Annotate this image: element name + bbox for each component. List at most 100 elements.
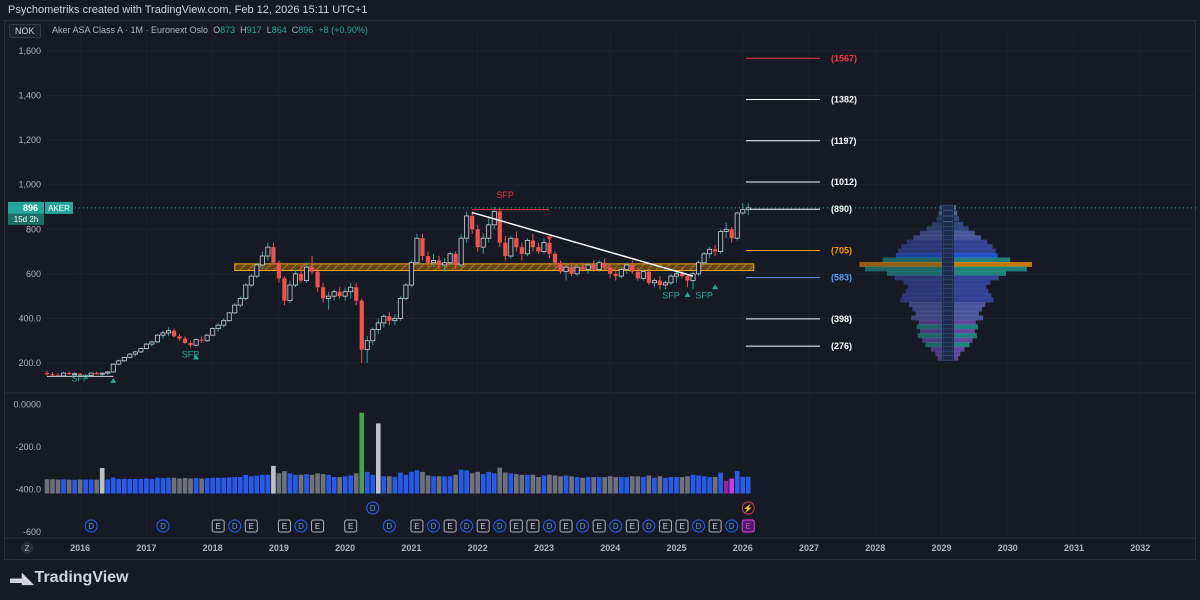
dividend-marker-label: D (729, 522, 735, 531)
price-tick-label: 1,600 (18, 46, 41, 56)
candle-body (237, 297, 243, 306)
profile-bar-left (939, 205, 942, 211)
last-price-value: 896 (23, 203, 38, 213)
volume-bar (409, 471, 414, 494)
level-label: (890) (831, 204, 852, 214)
time-tick-label: 2029 (932, 543, 952, 553)
candle-body (331, 291, 337, 297)
dividend-marker-label: D (232, 522, 238, 531)
countdown-badge (8, 213, 44, 225)
volume-bar (265, 474, 271, 494)
candle-body (375, 322, 381, 331)
event-markers: D D E D E E D E E D D E D E D E D E E D E D E D E D E E D E D E ⚡ (84, 501, 755, 533)
dividend-marker (542, 519, 556, 533)
level-label: (583) (831, 273, 852, 283)
profile-bar-left (916, 324, 942, 330)
last-price-label: 896 15d 2h AKER (8, 201, 73, 225)
candle-body (536, 247, 541, 252)
candle-body (177, 336, 182, 339)
volume-bar (348, 475, 354, 494)
candle-body (618, 269, 624, 277)
dividend-marker-label: D (386, 522, 392, 531)
candle-body (563, 266, 569, 273)
volume-bar (558, 476, 563, 494)
profile-bar-right (954, 248, 996, 254)
candle-body (359, 300, 364, 350)
profile-bar-right (954, 333, 977, 339)
candle-body (309, 267, 315, 272)
volume-bars (44, 412, 751, 494)
chart-credit: Psychometriks created with TradingView.c… (8, 4, 368, 16)
level-label: (1567) (831, 53, 857, 63)
candle-body (673, 273, 679, 277)
volume-bar (359, 412, 365, 494)
profile-bar-left (915, 311, 942, 316)
sfp-label: SFP (695, 290, 713, 300)
candle-body (61, 372, 67, 377)
profile-bar-left (865, 266, 942, 272)
level-label: (705) (831, 245, 852, 255)
profile-bar-left (935, 351, 942, 357)
close-label: C (291, 25, 299, 35)
earnings-marker-label: E (481, 522, 486, 531)
volume-bar (646, 475, 652, 494)
volume-bar (254, 475, 260, 494)
grid (4, 32, 1196, 536)
volume-bar (475, 471, 481, 494)
volume-bar (50, 479, 55, 494)
candle-body (248, 275, 254, 286)
candle-body (210, 328, 216, 336)
chart-frame[interactable] (4, 20, 1196, 560)
candle-body (259, 255, 265, 266)
candle-body (165, 330, 171, 334)
earnings-marker (277, 519, 291, 533)
candle-body (668, 275, 674, 284)
earnings-marker-label: E (315, 522, 320, 531)
volume-bar (674, 477, 679, 494)
candle-body (94, 373, 99, 375)
candle-body (287, 284, 293, 302)
earnings-marker (509, 519, 523, 533)
volume-bar (635, 476, 641, 494)
earnings-marker-label: E (679, 522, 684, 531)
dividend-marker-label: D (580, 522, 586, 531)
volume-bar (375, 423, 381, 494)
volume-bar (442, 476, 447, 494)
profile-bar-right (954, 230, 975, 236)
sfp-label: SFP (71, 373, 89, 383)
earnings-marker (559, 519, 573, 533)
level-label: (1382) (831, 95, 857, 105)
z-button-bg (21, 542, 33, 554)
volume-bar (105, 479, 111, 494)
countdown-value: 15d 2h (14, 215, 38, 224)
profile-bar-right (954, 288, 989, 294)
profile-bar-right (954, 239, 988, 245)
candle-body (497, 211, 502, 243)
earnings-marker-label: E (282, 522, 287, 531)
profile-bar-left (938, 210, 942, 216)
volume-bar (232, 477, 238, 494)
profile-bar-right (954, 205, 957, 211)
candle-body (414, 237, 420, 264)
tradingview-logo[interactable]: ▬◣ TradingView (10, 569, 129, 587)
currency-badge[interactable]: NOK (9, 24, 41, 38)
profile-bar-left (931, 346, 942, 352)
lightning-icon: ⚡ (743, 503, 753, 513)
earnings-marker-label: E (447, 522, 452, 531)
volume-bar (690, 474, 696, 494)
volume-bar (447, 476, 453, 494)
volume-bar (155, 477, 160, 494)
volume-bar (414, 470, 420, 494)
volume-bar (519, 474, 525, 494)
candle-body (729, 229, 734, 239)
price-tick-label: 1,200 (18, 135, 41, 145)
candle-body (530, 240, 536, 248)
volume-profile (859, 204, 1032, 361)
candle-body (602, 262, 607, 268)
candle-body (271, 247, 276, 263)
profile-bar-left (909, 302, 942, 308)
candle-body (337, 291, 342, 297)
earnings-marker (658, 519, 672, 533)
profile-bar-right (954, 297, 994, 303)
